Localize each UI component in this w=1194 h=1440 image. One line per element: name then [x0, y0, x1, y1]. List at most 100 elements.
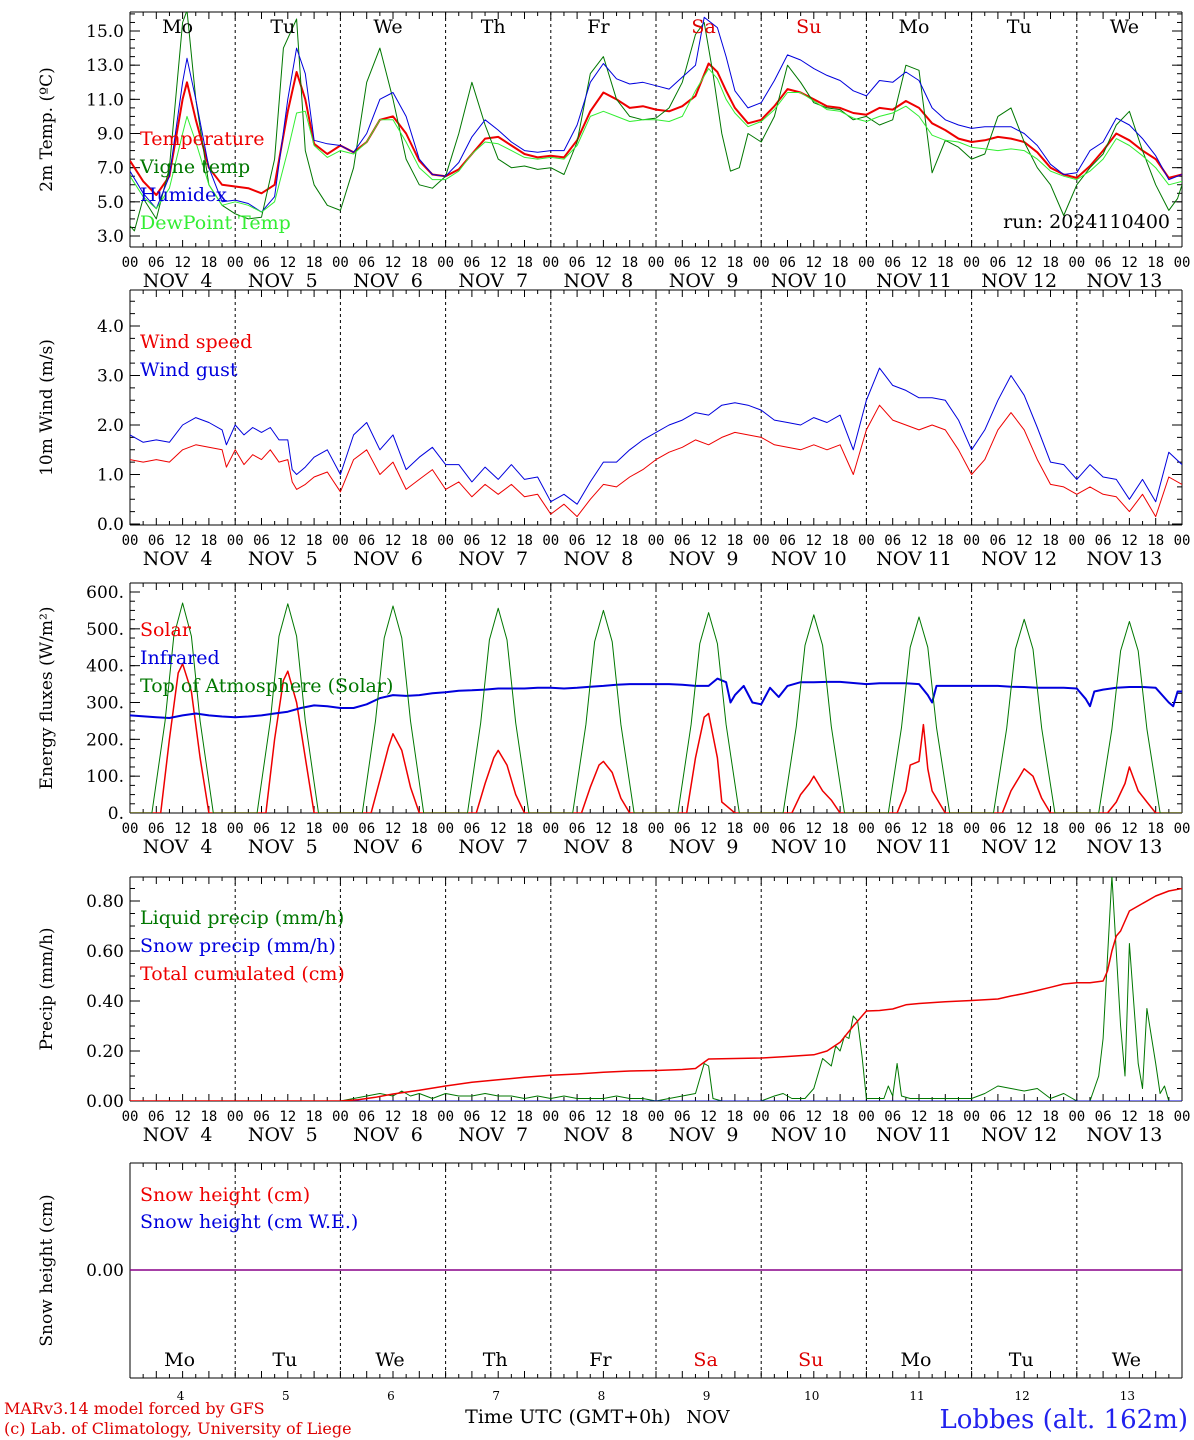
hour-tick-label: 18 [937, 533, 954, 549]
hour-tick-label: 06 [463, 255, 480, 271]
series-line-wind-1 [130, 367, 1182, 505]
y-tick-label: 0.0 [97, 515, 124, 535]
legend-entry: Snow height (cm W.E.) [140, 1211, 358, 1233]
hour-tick-label: 00 [648, 255, 665, 271]
panel-wind: 0.0 1.0 2.0 3.0 4.0 10m Wind (m/s) Wind speed W… [37, 289, 1190, 570]
weekday-label: Su [796, 16, 821, 38]
hour-tick-label: 18 [1147, 533, 1164, 549]
day-number-label: 4 [177, 1389, 185, 1403]
hour-tick-label: 12 [174, 255, 191, 271]
weekday-label: Mo [899, 16, 930, 38]
y-tick-label: 13.0 [86, 56, 124, 76]
hour-tick-label: 18 [306, 533, 323, 549]
hour-tick-label: 12 [805, 533, 822, 549]
hour-tick-label: 18 [1042, 1109, 1059, 1125]
weekday-label: Th [481, 16, 506, 38]
legend-entry: Solar [140, 619, 192, 641]
weekday-label: We [1112, 1349, 1141, 1371]
hour-tick-label: 06 [253, 821, 270, 837]
hour-tick-label: 18 [516, 533, 533, 549]
hour-tick-label: 00 [858, 821, 875, 837]
date-label: NOV 9 [669, 836, 739, 858]
y-tick-label: 2.0 [97, 416, 124, 436]
y-tick-label: 0.00 [86, 1261, 124, 1281]
series-line-temp-1 [130, 12, 1182, 232]
run-label: run: 2024110400 [1003, 211, 1170, 233]
panel-temp: 3.0 5.0 7.0 9.0 11.0 13.0 15.0 2m Temp. (ºC) Tem… [37, 11, 1190, 292]
hour-tick-label: 06 [884, 533, 901, 549]
hour-tick-label: 18 [200, 821, 217, 837]
panel-precip: 0.00 0.20 0.40 0.60 0.80 Precip (mm/h) Liquid … [37, 876, 1190, 1146]
legend-entry: Snow precip (mm/h) [140, 935, 336, 957]
hour-tick-label: 12 [595, 821, 612, 837]
hour-tick-label: 18 [306, 255, 323, 271]
weekday-label: Mo [901, 1349, 932, 1371]
hour-tick-label: 00 [332, 533, 349, 549]
hour-tick-label: 12 [911, 821, 928, 837]
day-number-label: 5 [282, 1389, 290, 1403]
hour-tick-label: 18 [1042, 255, 1059, 271]
hour-tick-label: 06 [884, 1109, 901, 1125]
hour-tick-label: 18 [726, 1109, 743, 1125]
hour-tick-label: 06 [1095, 533, 1112, 549]
hour-tick-label: 18 [937, 821, 954, 837]
y-tick-label: 0.20 [86, 1042, 124, 1062]
hour-tick-label: 06 [674, 821, 691, 837]
hour-tick-label: 12 [911, 255, 928, 271]
hour-tick-label: 18 [832, 821, 849, 837]
hour-tick-label: 06 [358, 821, 375, 837]
series-line-energy-2 [130, 602, 1182, 813]
hour-tick-label: 12 [385, 533, 402, 549]
weekday-label: Mo [164, 1349, 195, 1371]
hour-tick-label: 06 [148, 1109, 165, 1125]
y-tick-label: 200. [86, 730, 124, 750]
legend-entry: Snow height (cm) [140, 1184, 310, 1206]
hour-tick-label: 00 [858, 255, 875, 271]
hour-tick-label: 18 [200, 533, 217, 549]
hour-tick-label: 18 [516, 1109, 533, 1125]
series-line-energy-0 [130, 663, 1182, 813]
y-tick-label: 0.80 [86, 892, 124, 912]
hour-tick-label: 12 [1121, 255, 1138, 271]
series-line-temp-0 [130, 62, 1182, 196]
date-label: NOV 11 [876, 548, 952, 570]
hour-tick-label: 06 [569, 255, 586, 271]
hour-tick-label: 12 [174, 533, 191, 549]
date-label: NOV 12 [981, 270, 1057, 292]
hour-tick-label: 12 [1121, 1109, 1138, 1125]
hour-tick-label: 00 [753, 255, 770, 271]
hour-tick-label: 06 [884, 821, 901, 837]
hour-tick-label: 06 [463, 821, 480, 837]
y-tick-label: 0.00 [86, 1092, 124, 1112]
legend-entry: DewPoint Temp [140, 212, 291, 234]
day-number-label: 12 [1015, 1389, 1030, 1403]
hour-tick-label: 00 [437, 821, 454, 837]
hour-tick-label: 12 [490, 533, 507, 549]
date-label: NOV 6 [353, 1124, 423, 1146]
hour-tick-label: 18 [621, 821, 638, 837]
weekday-label: We [375, 1349, 404, 1371]
date-label: NOV 4 [143, 836, 213, 858]
hour-tick-label: 00 [858, 533, 875, 549]
date-label: NOV 10 [771, 270, 847, 292]
hour-tick-label: 12 [911, 1109, 928, 1125]
hour-tick-label: 12 [700, 533, 717, 549]
date-label: NOV 7 [458, 270, 528, 292]
date-label: NOV 13 [1086, 548, 1162, 570]
hour-tick-label: 12 [595, 1109, 612, 1125]
panel-energy: 0. 100. 200. 300. 400. 500. 600. Energy fluxes … [37, 582, 1190, 858]
date-label: NOV 10 [771, 1124, 847, 1146]
hour-tick-label: 12 [385, 1109, 402, 1125]
footer: MARv3.14 model forced by GFS(c) Lab. of … [4, 1399, 1188, 1438]
date-label: NOV 10 [771, 836, 847, 858]
hour-tick-label: 12 [1016, 255, 1033, 271]
hour-tick-label: 06 [569, 821, 586, 837]
hour-tick-label: 00 [227, 255, 244, 271]
hour-tick-label: 12 [490, 255, 507, 271]
y-tick-label: 1.0 [97, 466, 124, 486]
hour-tick-label: 06 [253, 533, 270, 549]
hour-tick-label: 12 [174, 1109, 191, 1125]
weekday-label: Fr [589, 1349, 612, 1371]
y-axis-title: 2m Temp. (ºC) [37, 67, 57, 192]
date-label: NOV 12 [981, 836, 1057, 858]
